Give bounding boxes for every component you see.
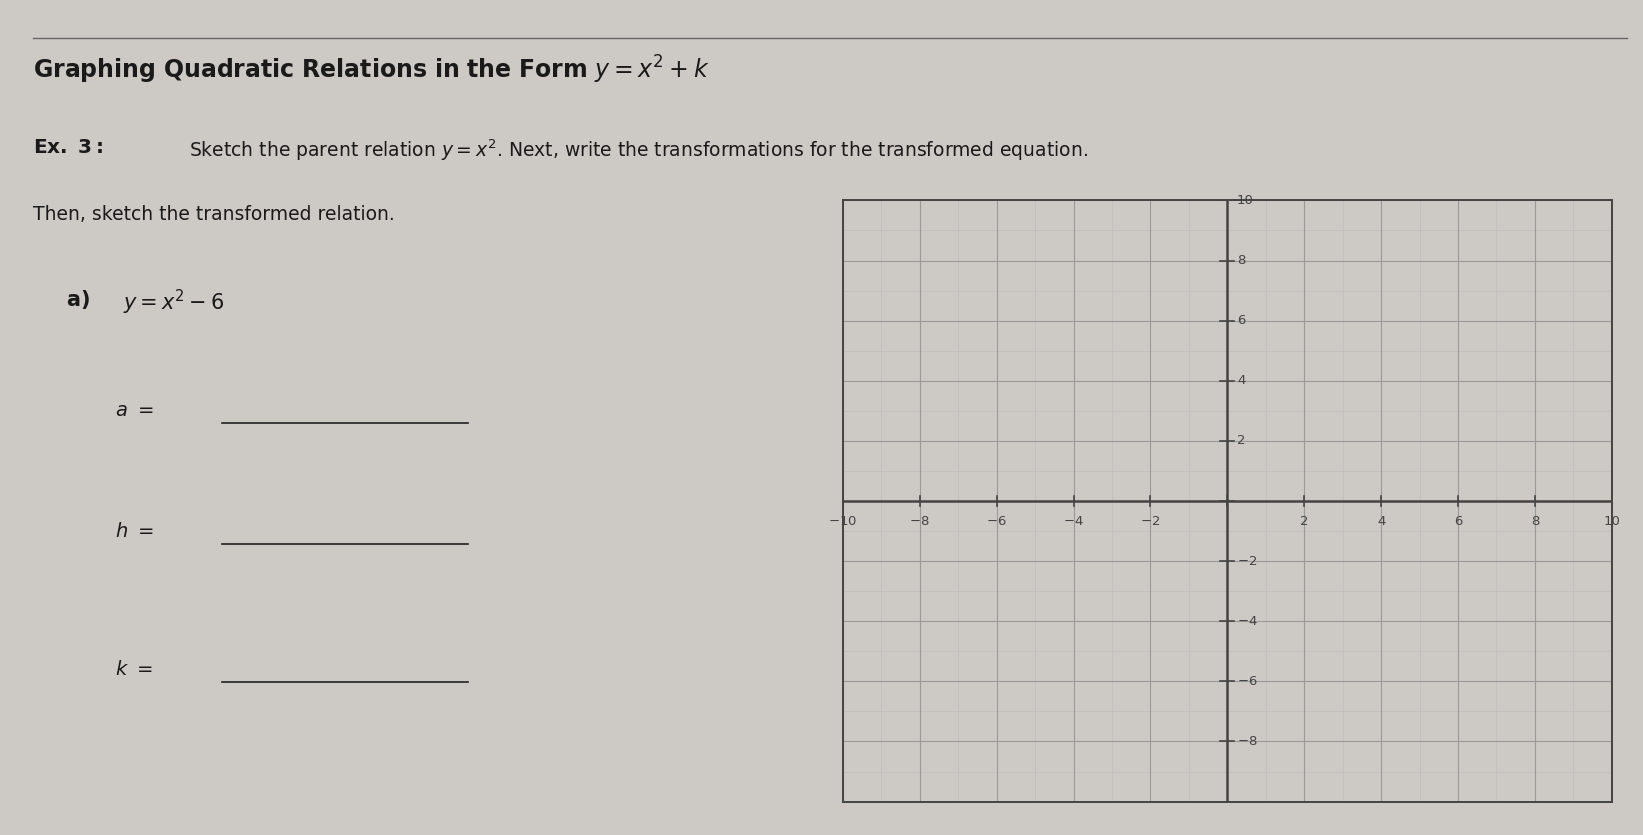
Text: $k\ =$: $k\ =$ xyxy=(115,660,153,679)
Text: $\mathbf{a)}$: $\mathbf{a)}$ xyxy=(66,288,90,311)
Text: $y = x^{2} - 6$: $y = x^{2} - 6$ xyxy=(123,288,225,317)
Text: $\mathbf{Ex.\ 3:}$: $\mathbf{Ex.\ 3:}$ xyxy=(33,138,104,157)
Text: Then, sketch the transformed relation.: Then, sketch the transformed relation. xyxy=(33,205,394,224)
Text: $\mathbf{Graphing\ Quadratic\ Relations\ in\ the\ Form}$$\ y = x^{2} + k$: $\mathbf{Graphing\ Quadratic\ Relations\… xyxy=(33,54,710,87)
Text: $-$10: $-$10 xyxy=(828,514,858,528)
Text: 6: 6 xyxy=(1454,514,1462,528)
Text: 10: 10 xyxy=(1604,514,1620,528)
Text: $-$6: $-$6 xyxy=(986,514,1007,528)
Text: 2: 2 xyxy=(1300,514,1308,528)
Text: $-$2: $-$2 xyxy=(1140,514,1160,528)
Text: 2: 2 xyxy=(1237,434,1245,448)
Text: 6: 6 xyxy=(1237,314,1245,327)
Text: $-$6: $-$6 xyxy=(1237,675,1257,688)
Text: 4: 4 xyxy=(1237,374,1245,387)
Text: $-$8: $-$8 xyxy=(1237,735,1257,748)
Text: 8: 8 xyxy=(1237,254,1245,267)
Text: $a\ =$: $a\ =$ xyxy=(115,401,153,420)
Text: $-$4: $-$4 xyxy=(1063,514,1084,528)
Text: $-$4: $-$4 xyxy=(1237,615,1257,628)
Text: $-$8: $-$8 xyxy=(910,514,930,528)
Text: 10: 10 xyxy=(1237,194,1254,207)
Text: 4: 4 xyxy=(1377,514,1385,528)
Text: $h\ =$: $h\ =$ xyxy=(115,522,154,541)
Text: Sketch the parent relation $y = x^{2}$. Next, write the transformations for the : Sketch the parent relation $y = x^{2}$. … xyxy=(189,138,1088,164)
Text: $-$2: $-$2 xyxy=(1237,554,1257,568)
Text: 8: 8 xyxy=(1531,514,1539,528)
